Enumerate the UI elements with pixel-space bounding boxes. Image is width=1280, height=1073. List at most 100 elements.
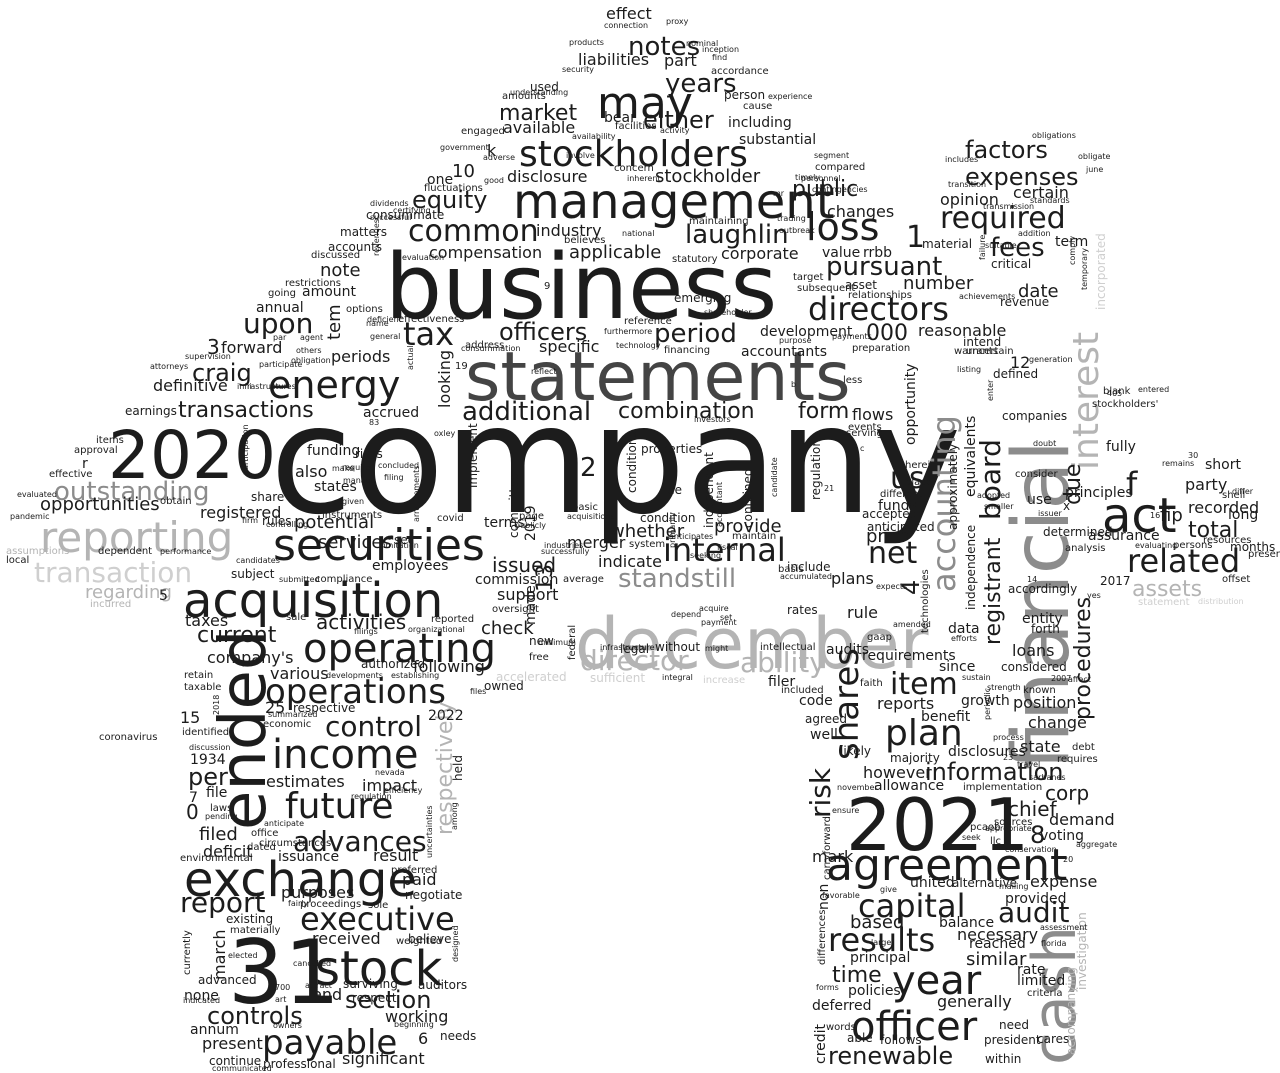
word-end: end (312, 985, 342, 1004)
word-adverse: adverse (483, 153, 515, 162)
word-beginning: beginning (394, 1020, 434, 1029)
word-less: less (843, 375, 862, 386)
word-shell: shell (1222, 490, 1245, 501)
word-part: part (664, 51, 697, 70)
word-indicate: indicate (598, 552, 662, 571)
word-intend: intend (963, 335, 1001, 349)
word-increase: increase (703, 675, 745, 686)
word-7: 7 (189, 790, 198, 806)
word-regarding: regarding (85, 582, 172, 603)
word-options: options (346, 304, 383, 315)
word-value: value (822, 245, 860, 261)
word-filed: filed (199, 824, 238, 845)
word-2018: 2018 (212, 695, 221, 715)
word-intellectual: intellectual (760, 642, 816, 653)
word-related: related (1127, 542, 1240, 580)
word-existing: existing (226, 912, 273, 926)
word-reached: reached (969, 936, 1026, 952)
word-actual: actual (406, 345, 415, 370)
word-currently: currently (182, 930, 193, 975)
word-person: person (724, 88, 765, 102)
word-income: income (272, 732, 419, 778)
word-renewable: renewable (828, 1042, 953, 1070)
word-different: different (880, 489, 923, 500)
word-good: good (484, 176, 504, 185)
word-effectiveness: effectiveness (398, 314, 464, 325)
word-stock: stock (315, 941, 443, 997)
word-approximately: approximately (946, 444, 960, 530)
word-credit: credit (813, 1023, 829, 1064)
word-attract: attract (305, 981, 332, 990)
word-prior: prior (866, 526, 909, 547)
word-risks: risks (355, 447, 383, 461)
word-emerging: emerging (674, 291, 731, 305)
word-consider: consider (1015, 469, 1058, 480)
word-generation: generation (1029, 355, 1073, 364)
word-transmission: transmission (983, 202, 1034, 211)
word-submitted: submitted (279, 575, 320, 584)
word-31: 31 (228, 921, 340, 1024)
word-standards: standards (1030, 196, 1070, 205)
word-plan: plan (885, 713, 963, 754)
word-timely: timely (795, 173, 820, 182)
word-trading: trading (777, 214, 806, 223)
word-analysis: analysis (1065, 543, 1106, 554)
word-2: 2 (580, 453, 597, 483)
word-necessary: necessary (957, 925, 1038, 944)
word-without: without (655, 640, 700, 654)
word-june: june (1085, 165, 1103, 174)
word-surviving: surviving (343, 977, 398, 991)
word-blank: blank (1103, 386, 1131, 397)
word-performance: performance (160, 547, 211, 556)
word-audits: audits (826, 642, 869, 658)
word-include: include (787, 560, 830, 574)
word-reported: reported (431, 614, 474, 625)
word-provided: provided (1005, 891, 1066, 907)
word-year: year (892, 958, 982, 1004)
word-none: none (184, 988, 219, 1004)
word-identified: identified (182, 727, 229, 738)
word-25: 25 (265, 698, 285, 717)
word-incorporated: incorporated (1094, 233, 1108, 310)
word-certifying: certifying (393, 206, 431, 215)
word-fully: fully (1106, 439, 1136, 455)
word-years: years (665, 69, 737, 99)
word-flows: flows (852, 405, 893, 424)
word-assessment: assessment (1040, 923, 1087, 932)
word-act: act (1102, 488, 1177, 544)
word-events: events (848, 422, 882, 433)
word-periods: periods (331, 347, 390, 366)
word-ii: ii (247, 382, 251, 391)
word-negotiate: negotiate (405, 888, 462, 902)
word-principles: principles (1065, 485, 1133, 501)
word-infrastructure: infrastructure (600, 643, 655, 652)
word-art: art (275, 995, 286, 1004)
word-transition: transition (948, 180, 986, 189)
word-understanding: understanding (510, 88, 568, 97)
word-reflect: reflect (531, 367, 557, 376)
word-due: due (1061, 464, 1086, 505)
word-taxable: taxable (184, 682, 221, 693)
word-maintaining: maintaining (689, 216, 749, 227)
word-payable: payable (262, 1023, 397, 1063)
word-pursuant: pursuant (826, 252, 942, 282)
word-relationships: relationships (848, 290, 912, 301)
word-words: words (826, 1022, 856, 1033)
word-integral: integral (662, 673, 693, 682)
word-presented: presented (1248, 549, 1280, 560)
word-accounts: accounts (328, 240, 382, 254)
word-disclosure: disclosure (507, 167, 588, 186)
word-obtain: obtain (160, 496, 192, 507)
word-believe: believe (408, 932, 452, 946)
word-committee: committee (507, 473, 521, 538)
word-indicated: indicated (183, 996, 220, 1005)
word-require: require (342, 463, 371, 472)
word-agreement: agreement (826, 840, 1067, 891)
word-16: 16 (1150, 511, 1160, 520)
word-13: 13 (533, 564, 558, 592)
word-14: 14 (1027, 575, 1037, 584)
word-stockholder: stockholder (655, 166, 761, 187)
word-specific: specific (539, 337, 599, 356)
word-average: average (563, 574, 604, 585)
word-substantial: substantial (739, 132, 816, 148)
